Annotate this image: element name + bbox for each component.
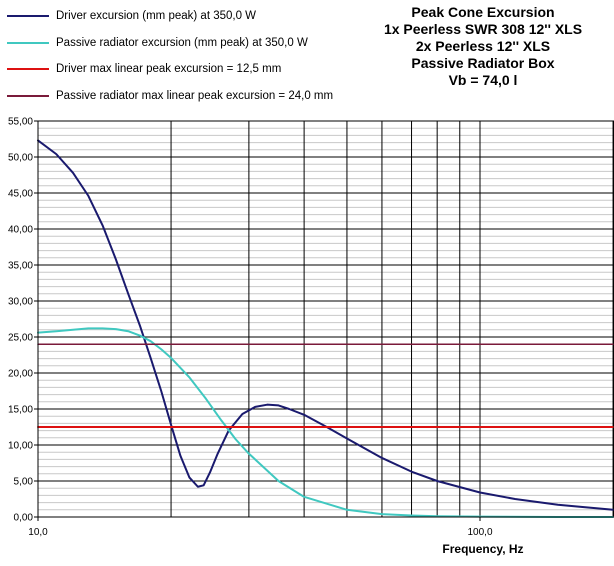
y-axis-ticks: 0,00 5,00 10,00 15,00 20,00 25,00 30,00 35,00 40… xyxy=(8,117,38,524)
y-tick-label: 20,00 xyxy=(8,369,33,380)
legend-label-driver-max: Driver max linear peak excursion = 12,5 … xyxy=(56,63,282,75)
y-tick-label: 10,00 xyxy=(8,441,33,452)
legend-swatch-driver-max xyxy=(7,68,49,70)
legend-label-driver: Driver excursion (mm peak) at 350,0 W xyxy=(56,10,257,22)
plot-frame xyxy=(37,120,614,518)
chart-title: Peak Cone Excursion 1x Peerless SWR 308 … xyxy=(358,4,608,89)
legend-item: Driver max linear peak excursion = 12,5 … xyxy=(0,62,380,76)
legend-item: Passive radiator max linear peak excursi… xyxy=(0,89,380,103)
x-tick-label: 100,0 xyxy=(467,527,492,538)
legend-item: Passive radiator excursion (mm peak) at … xyxy=(0,36,380,50)
y-tick-label: 30,00 xyxy=(8,297,33,308)
series-line xyxy=(37,139,614,511)
y-tick-label: 40,00 xyxy=(8,225,33,236)
y-tick-label: 25,00 xyxy=(8,333,33,344)
legend-swatch-driver xyxy=(7,15,49,17)
y-tick-label: 35,00 xyxy=(8,261,33,272)
legend-swatch-passive xyxy=(7,42,49,44)
y-tick-label: 50,00 xyxy=(8,153,33,164)
title-line: 2x Peerless 12'' XLS xyxy=(415,38,551,54)
x-tick-label: 10,0 xyxy=(28,527,48,538)
legend-item: Driver excursion (mm peak) at 350,0 W xyxy=(0,9,380,23)
series-layer xyxy=(37,139,614,518)
y-tick-label: 55,00 xyxy=(8,117,33,128)
legend-swatch-passive-max xyxy=(7,95,49,97)
title-line: Passive Radiator Box xyxy=(411,55,555,71)
title-line: Peak Cone Excursion xyxy=(411,4,555,20)
legend-label-passive-max: Passive radiator max linear peak excursi… xyxy=(56,90,334,102)
legend-label-passive: Passive radiator excursion (mm peak) at … xyxy=(56,37,308,49)
legend: Driver excursion (mm peak) at 350,0 W Pa… xyxy=(0,0,380,110)
title-line: 1x Peerless SWR 308 12'' XLS xyxy=(383,21,583,37)
y-tick-label: 5,00 xyxy=(14,477,34,488)
y-tick-label: 15,00 xyxy=(8,405,33,416)
major-gridlines xyxy=(38,121,614,517)
y-tick-label: 0,00 xyxy=(14,513,34,524)
x-axis-title: Frequency, Hz xyxy=(442,542,523,556)
series-line xyxy=(37,327,614,518)
plot-background xyxy=(38,121,614,517)
x-axis-ticks: 10,0 100,0 xyxy=(28,517,493,538)
title-line: Vb = 74,0 l xyxy=(448,72,518,88)
y-tick-label: 45,00 xyxy=(8,189,33,200)
